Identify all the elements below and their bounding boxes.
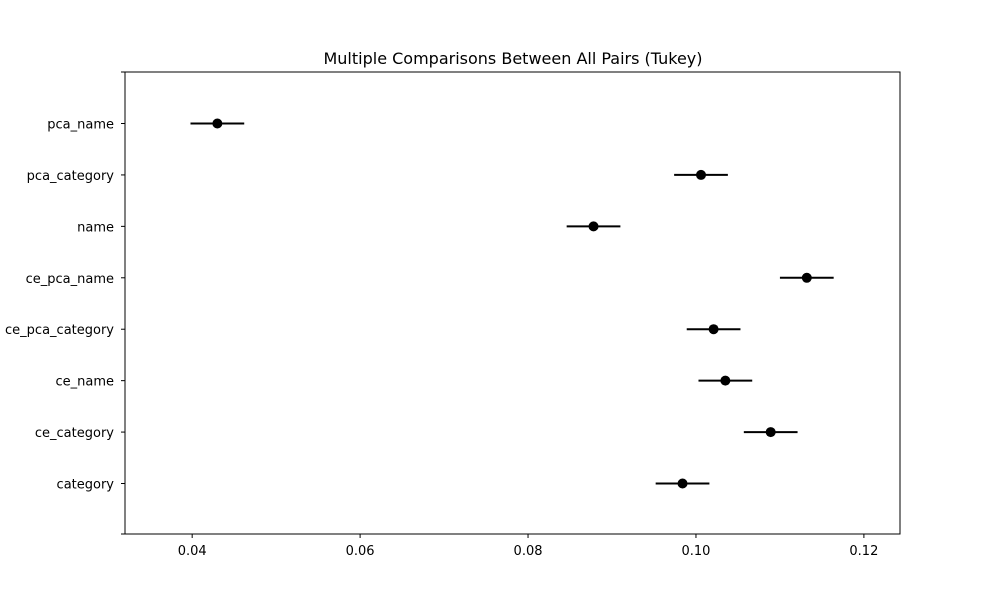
x-tick-label: 0.06: [346, 544, 375, 559]
y-tick-label: name: [77, 220, 114, 235]
y-tick-label: ce_name: [55, 375, 114, 390]
mean-point: [677, 478, 688, 489]
x-tick-label: 0.04: [178, 544, 207, 559]
x-tick-label: 0.08: [514, 544, 543, 559]
x-tick-label: 0.12: [849, 544, 878, 559]
x-tick-label: 0.10: [681, 544, 710, 559]
y-tick-label: ce_pca_name: [26, 272, 114, 287]
chart-marks: 0.04 0.06 0.08 0.10 0.12 pca_name pca_category…: [5, 71, 878, 559]
y-tick-label: ce_pca_category: [5, 323, 114, 338]
y-tick-label: category: [57, 478, 115, 493]
y-tick-label: pca_category: [27, 169, 115, 184]
plot-frame: [124, 71, 901, 535]
mean-point: [708, 324, 719, 335]
mean-point: [801, 272, 812, 283]
mean-point: [765, 427, 776, 438]
y-tick-label: ce_category: [35, 426, 114, 441]
y-tick-label: pca_name: [47, 118, 114, 133]
mean-point: [696, 169, 707, 180]
chart-title: Multiple Comparisons Between All Pairs (…: [323, 49, 702, 68]
mean-point: [212, 118, 223, 129]
mean-point: [720, 375, 731, 386]
mean-point: [588, 221, 599, 232]
